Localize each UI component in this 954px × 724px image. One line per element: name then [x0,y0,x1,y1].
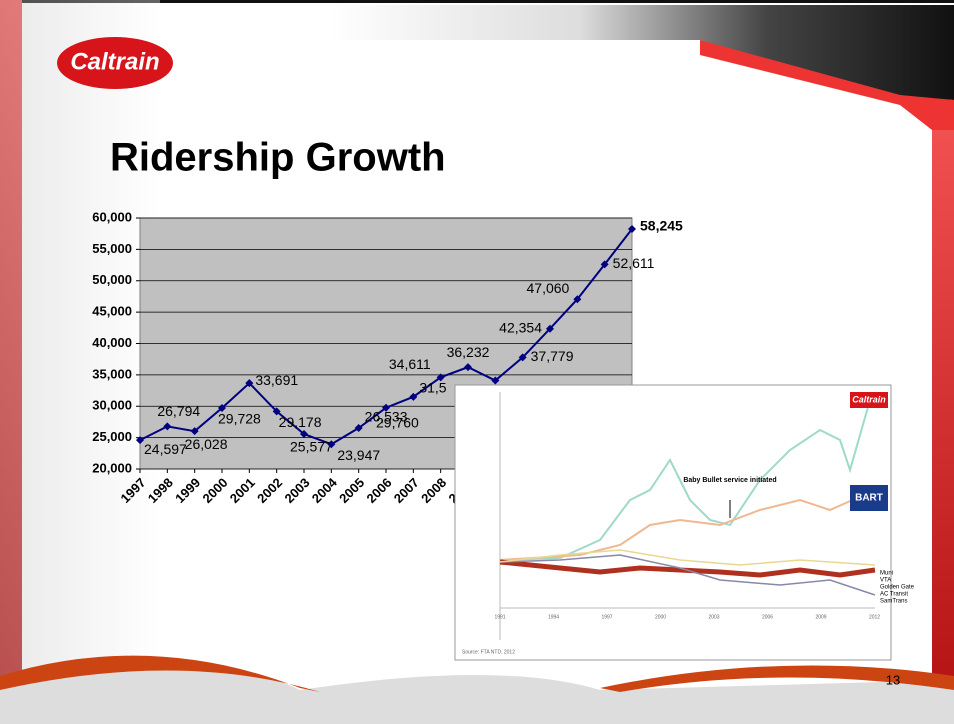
inset-logo-badge [850,392,888,408]
footer-swoosh [0,662,954,724]
inset-year: 2000 [655,614,666,620]
marker [382,403,390,412]
marker [163,422,172,431]
data-label: 33,691 [255,372,298,388]
data-label: 24,597 [144,441,187,457]
data-label: 31,5 [419,380,446,396]
inset-line [499,559,876,578]
inset-annotation: Baby Bullet service initiated [683,477,776,484]
marker [272,407,281,416]
y-tick-label: 55,000 [92,241,132,256]
data-label: 34,611 [389,356,431,372]
inset-year: 2003 [708,614,719,620]
page-number: 13 [886,672,900,687]
footer-red-left [0,655,320,692]
top-border [0,0,954,3]
inset-year: 2009 [815,614,826,620]
y-tick-label: 45,000 [92,304,132,319]
marker [136,436,144,445]
data-label: 42,354 [499,319,542,335]
marker [218,403,226,412]
data-label: 26,028 [185,436,228,452]
chart-title: Ridership Growth [110,136,446,180]
inset-year: 1997 [601,614,612,620]
inset-legend: VTA [880,578,891,584]
inset-line [499,554,876,596]
inset-source: Source: FTA NTD, 2012 [462,649,515,655]
header-red-swoosh [700,40,954,130]
inset-logo: BART [855,493,883,504]
inset-line [499,394,876,561]
data-label: 58,245 [640,218,683,234]
data-label: 47,060 [527,280,570,296]
data-label: 52,611 [613,255,655,271]
marker [600,260,609,269]
marker [573,295,582,304]
train-shadow [0,0,160,724]
right-band [932,130,954,724]
data-label: 29,728 [218,411,261,427]
data-label: 29,178 [279,414,322,430]
inset-year: 2012 [869,614,880,620]
y-tick-label: 60,000 [92,209,132,224]
inset-legend: Golden Gate [880,585,915,591]
marker [518,353,527,362]
marker [628,225,636,234]
marker [327,440,336,449]
logo-badge [57,37,173,89]
marker [436,373,445,382]
marker [464,363,472,372]
data-label: 26,794 [157,403,200,419]
marker [546,324,554,333]
y-tick-label: 20,000 [92,460,132,475]
inset-logo-badge [850,485,888,511]
y-tick-label: 25,000 [92,429,132,444]
y-tick-label: 35,000 [92,366,132,381]
header-swoosh [330,5,954,100]
y-tick-label: 50,000 [92,272,132,287]
inset-line [499,549,876,566]
marker [300,430,308,439]
inset-year: 2006 [762,614,773,620]
data-label: 36,232 [447,344,490,360]
marker [491,376,500,385]
data-label: 26,533 [365,409,408,425]
data-label: 23,947 [337,447,380,463]
inset-year: 1991 [494,614,505,620]
inset-legend: AC Transit [880,592,908,598]
inset-logo: Caltrain [852,394,886,404]
data-label: 37,779 [531,348,574,364]
y-tick-label: 40,000 [92,335,132,350]
inset-year: 1994 [548,614,559,620]
inset-line [499,489,876,561]
inset-legend: SamTrans [880,599,907,605]
inset-legend: Muni [880,571,893,577]
inset-chart: Baby Bullet service initiated Caltrain B… [454,384,915,661]
marker [245,379,254,388]
data-label: 29,760 [376,414,419,430]
footer-red-right [600,665,954,692]
marker [190,427,199,436]
marker [354,424,363,433]
data-label: 25,577 [290,439,333,455]
logo: Caltrain [70,48,159,75]
y-tick-label: 30,000 [92,398,132,413]
marker [409,392,418,401]
